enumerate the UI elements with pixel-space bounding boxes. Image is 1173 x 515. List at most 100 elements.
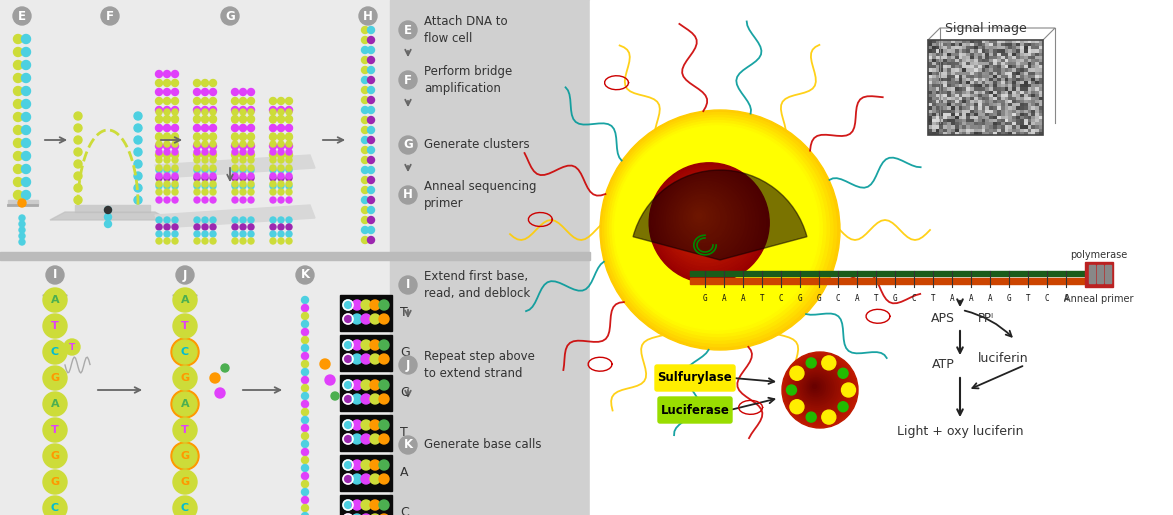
Circle shape [379, 380, 389, 390]
Circle shape [666, 181, 745, 259]
Circle shape [104, 207, 111, 214]
Circle shape [156, 107, 163, 113]
Circle shape [361, 107, 368, 113]
Circle shape [686, 202, 716, 232]
Circle shape [270, 109, 276, 115]
Circle shape [270, 167, 276, 173]
Circle shape [270, 173, 276, 179]
Circle shape [202, 197, 208, 203]
Circle shape [14, 139, 22, 147]
Circle shape [210, 173, 216, 179]
Circle shape [286, 149, 292, 155]
Circle shape [369, 354, 380, 364]
Circle shape [278, 125, 285, 131]
Circle shape [43, 470, 67, 494]
Circle shape [809, 381, 821, 392]
Circle shape [231, 97, 238, 105]
Text: J: J [183, 268, 188, 282]
Circle shape [240, 157, 246, 163]
Circle shape [286, 224, 292, 230]
Circle shape [813, 385, 816, 388]
Circle shape [43, 444, 67, 468]
Circle shape [202, 224, 208, 230]
Circle shape [379, 420, 389, 430]
Circle shape [379, 394, 389, 404]
Circle shape [171, 338, 199, 366]
Circle shape [240, 125, 246, 131]
Circle shape [163, 151, 170, 159]
Text: C: C [181, 503, 189, 513]
Circle shape [156, 181, 162, 187]
Circle shape [194, 173, 201, 179]
Circle shape [164, 167, 170, 173]
Circle shape [210, 133, 216, 139]
Circle shape [628, 139, 801, 313]
Circle shape [21, 112, 30, 122]
Circle shape [301, 304, 308, 312]
Circle shape [301, 512, 308, 515]
Circle shape [74, 172, 82, 180]
Circle shape [215, 388, 225, 398]
Circle shape [43, 340, 67, 364]
Circle shape [637, 149, 787, 300]
Text: T: T [69, 342, 75, 352]
Circle shape [172, 238, 178, 244]
Circle shape [352, 460, 362, 470]
Circle shape [240, 238, 246, 244]
Circle shape [278, 175, 284, 181]
Circle shape [270, 238, 276, 244]
Circle shape [232, 231, 238, 237]
Circle shape [248, 167, 255, 173]
Circle shape [286, 133, 292, 139]
Circle shape [210, 224, 216, 230]
Circle shape [248, 189, 255, 195]
Circle shape [156, 167, 162, 173]
Circle shape [379, 474, 389, 484]
Circle shape [210, 89, 217, 95]
Circle shape [285, 115, 292, 123]
Circle shape [657, 170, 759, 273]
Circle shape [240, 183, 246, 189]
Circle shape [682, 197, 724, 239]
Bar [0, 252, 590, 260]
Circle shape [399, 71, 416, 89]
Circle shape [369, 420, 380, 430]
Bar [690, 278, 1100, 284]
Circle shape [14, 35, 22, 43]
Circle shape [14, 112, 22, 122]
Circle shape [240, 217, 246, 223]
Circle shape [367, 227, 374, 233]
Circle shape [171, 115, 178, 123]
Circle shape [202, 109, 208, 115]
Text: G: G [181, 373, 190, 383]
Text: T: T [400, 306, 408, 319]
Circle shape [285, 151, 292, 159]
Text: Generate clusters: Generate clusters [423, 139, 530, 151]
Circle shape [172, 183, 178, 189]
Circle shape [361, 340, 371, 350]
Circle shape [239, 89, 246, 95]
Circle shape [164, 181, 170, 187]
Circle shape [194, 165, 201, 171]
Circle shape [399, 136, 416, 154]
Circle shape [104, 220, 111, 228]
Circle shape [202, 183, 208, 189]
Circle shape [270, 125, 277, 131]
Circle shape [240, 181, 246, 187]
Circle shape [163, 133, 170, 141]
Text: G: G [798, 294, 802, 303]
Circle shape [210, 117, 216, 123]
Text: Anneal sequencing
primer: Anneal sequencing primer [423, 180, 536, 210]
Circle shape [270, 149, 276, 155]
Circle shape [399, 186, 416, 204]
Text: Perform bridge
amplification: Perform bridge amplification [423, 65, 513, 95]
Circle shape [156, 143, 163, 149]
Circle shape [278, 133, 285, 141]
Circle shape [239, 125, 246, 131]
Text: T: T [52, 425, 59, 435]
Circle shape [379, 460, 389, 470]
Circle shape [603, 113, 836, 347]
Circle shape [163, 107, 170, 113]
Circle shape [399, 436, 416, 454]
Circle shape [248, 173, 255, 179]
